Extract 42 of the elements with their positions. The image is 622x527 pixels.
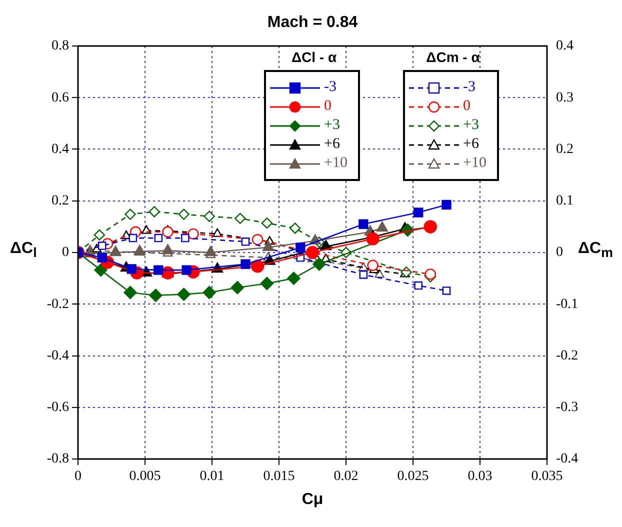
x-tick-label: 0.035 bbox=[531, 469, 563, 484]
x-tick-label: 0.01 bbox=[200, 469, 224, 484]
y-tick-label: -0.2 bbox=[46, 296, 69, 312]
annotation: ΔCm - α bbox=[425, 49, 481, 65]
y2-tick-label: 0.3 bbox=[556, 90, 574, 106]
y2-tick-label: 0.1 bbox=[556, 194, 574, 209]
y-tick-label: 0.6 bbox=[52, 90, 69, 106]
y2-tick-label: -0.2 bbox=[556, 348, 578, 364]
y2-tick-label: -0.3 bbox=[556, 400, 578, 416]
y-tick-label: 0.8 bbox=[52, 38, 69, 54]
y-tick-label: -0.4 bbox=[46, 348, 69, 364]
legend-label: +3 bbox=[324, 117, 340, 134]
x-tick-label: 0.025 bbox=[397, 469, 429, 484]
y2-tick-label: -0.1 bbox=[556, 296, 578, 312]
x-tick-label: 0.005 bbox=[129, 469, 161, 484]
legend-label: 0 bbox=[463, 98, 470, 115]
legend-label: +10 bbox=[463, 155, 486, 172]
legend-label: +6 bbox=[324, 136, 340, 153]
y-tick-label: -0.8 bbox=[46, 452, 69, 467]
y-tick-label: 0.2 bbox=[52, 194, 69, 209]
y2-tick-label: 0 bbox=[556, 245, 563, 260]
y2-tick-label: 0.4 bbox=[556, 38, 574, 54]
y2-axis-title: ΔC$_{m}$ bbox=[578, 240, 613, 260]
x-tick-label: 0.02 bbox=[334, 469, 358, 484]
y-tick-label: -0.6 bbox=[46, 400, 69, 416]
y2-tick-label: -0.4 bbox=[556, 452, 578, 467]
legend-label: +3 bbox=[463, 117, 479, 134]
legend-label: +6 bbox=[463, 136, 479, 153]
y-tick-label: 0 bbox=[62, 245, 69, 260]
y2-tick-label: 0.2 bbox=[556, 142, 574, 157]
y-tick-label: 0.4 bbox=[52, 142, 69, 157]
x-axis-title: Cμ bbox=[300, 491, 324, 509]
legend-label: +10 bbox=[324, 155, 348, 172]
legend-label: -3 bbox=[463, 79, 476, 96]
x-tick-label: 0.03 bbox=[468, 469, 492, 484]
y-axis-title: ΔC$_{l}$ bbox=[10, 240, 37, 260]
legend-label: -3 bbox=[324, 79, 336, 96]
annotation: ΔCl - α bbox=[290, 49, 338, 65]
x-tick-label: 0.015 bbox=[263, 469, 295, 484]
chart-title: Mach = 0.84 bbox=[266, 14, 359, 32]
legend-label: 0 bbox=[324, 98, 332, 115]
x-tick-label: 0 bbox=[74, 469, 82, 484]
